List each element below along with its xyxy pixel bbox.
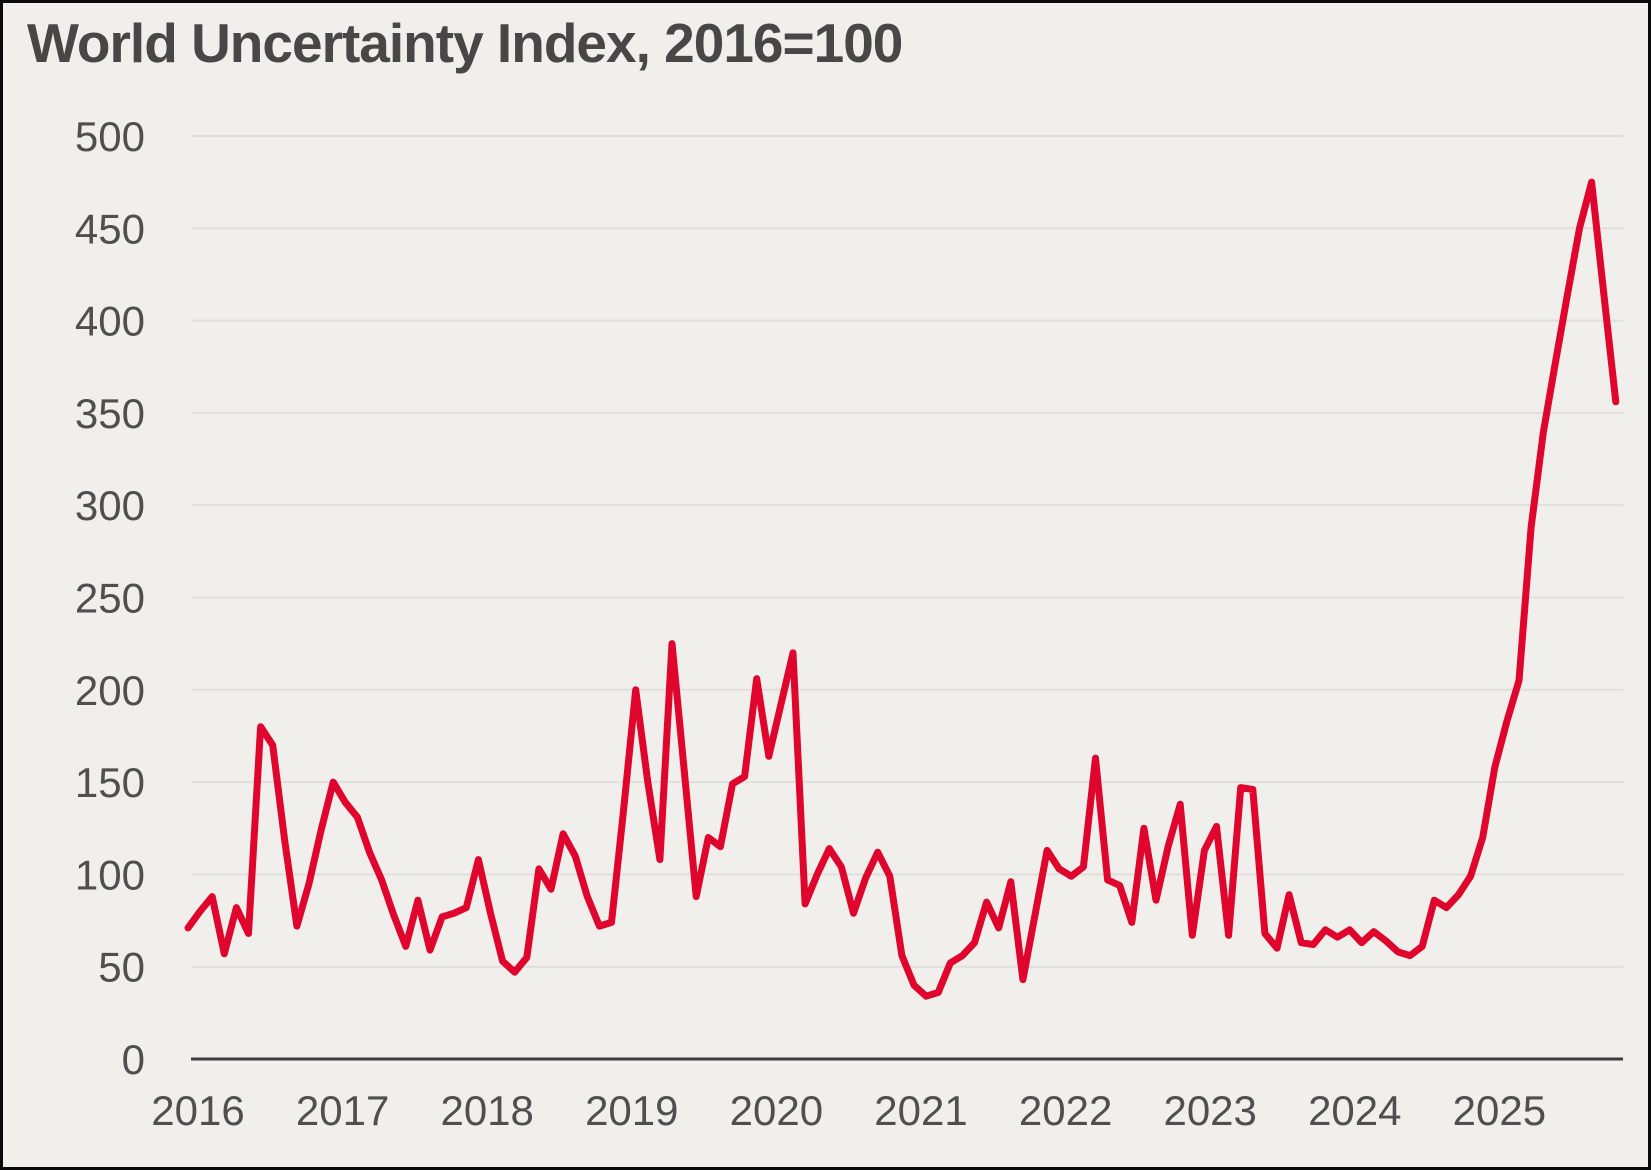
- y-tick-label-500: 500: [75, 113, 145, 160]
- x-tick-label-2023: 2023: [1163, 1087, 1256, 1134]
- x-tick-label-2024: 2024: [1308, 1087, 1401, 1134]
- x-tick-label-2018: 2018: [440, 1087, 533, 1134]
- x-tick-label-2022: 2022: [1019, 1087, 1112, 1134]
- chart-title: World Uncertainty Index, 2016=100: [27, 12, 903, 74]
- y-tick-label-250: 250: [75, 575, 145, 622]
- x-tick-label-2021: 2021: [874, 1087, 967, 1134]
- y-tick-label-400: 400: [75, 298, 145, 345]
- chart-canvas: 0 50 100 150 200 250 300 350 400 450 500 2016 2017 20…: [75, 113, 1623, 1134]
- y-tick-label-450: 450: [75, 205, 145, 252]
- y-tick-label-50: 50: [98, 944, 145, 991]
- y-tick-label-200: 200: [75, 667, 145, 714]
- y-tick-label-300: 300: [75, 482, 145, 529]
- y-tick-label-0: 0: [122, 1036, 145, 1083]
- y-tick-label-150: 150: [75, 759, 145, 806]
- y-tick-label-350: 350: [75, 390, 145, 437]
- x-tick-label-2019: 2019: [585, 1087, 678, 1134]
- x-tick-label-2016: 2016: [151, 1087, 244, 1134]
- x-tick-label-2020: 2020: [730, 1087, 823, 1134]
- data-line-world-uncertainty-index: [184, 178, 1620, 1000]
- y-tick-label-100: 100: [75, 851, 145, 898]
- x-tick-label-2025: 2025: [1453, 1087, 1546, 1134]
- x-tick-label-2017: 2017: [296, 1087, 389, 1134]
